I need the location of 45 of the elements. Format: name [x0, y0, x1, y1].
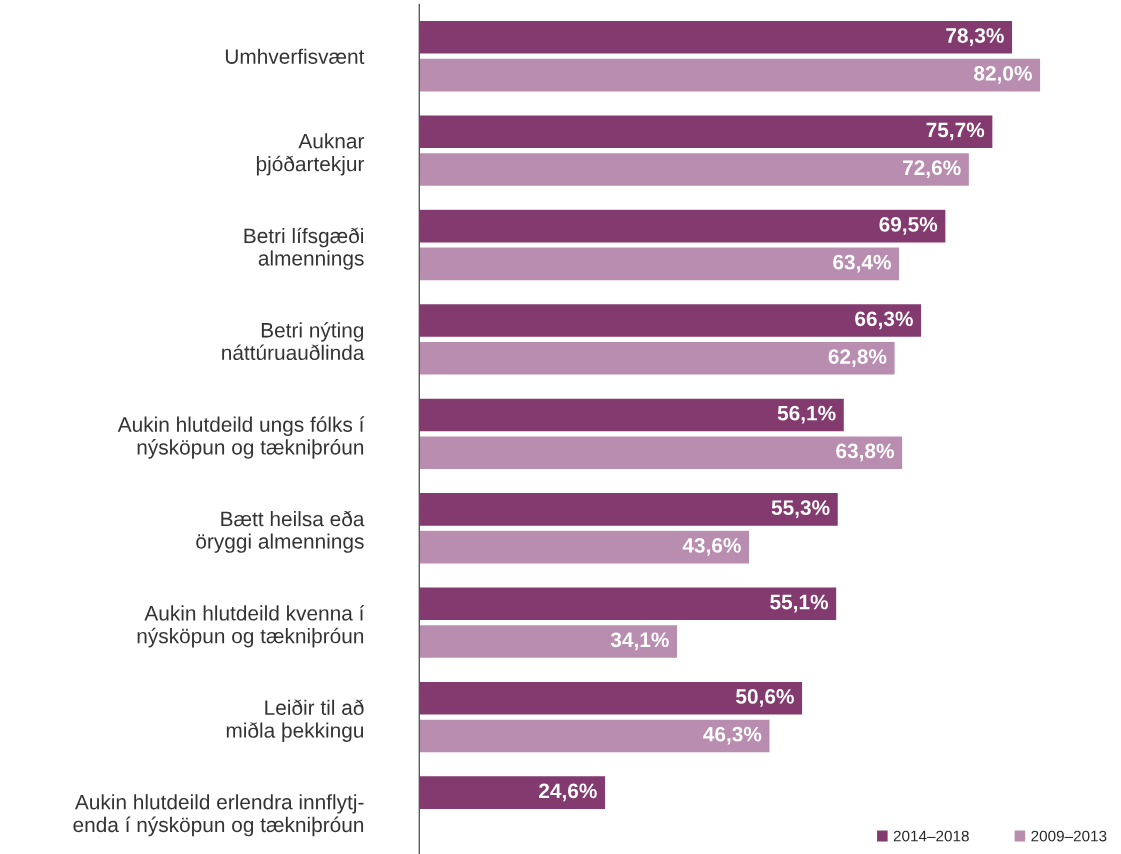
bar	[419, 397, 846, 433]
y-tick-label: Bætt heilsa eða öryggi almennings	[196, 510, 365, 553]
data-label: 72,6%	[903, 160, 961, 179]
y-tick-label: Umhverfisvænt	[225, 48, 365, 64]
bar	[419, 774, 607, 811]
bar	[419, 435, 904, 471]
data-label: 82,0%	[974, 65, 1032, 84]
bar	[419, 19, 1014, 56]
data-label: 55,3%	[771, 500, 830, 518]
bar	[419, 718, 771, 754]
y-tick-label: Aukin hlutdeild kvenna í nýsköpun og tækniþróun	[137, 605, 365, 648]
data-label: 78,3%	[946, 28, 1004, 46]
bar	[419, 114, 994, 150]
data-label: 69,5%	[879, 216, 938, 235]
bar	[419, 151, 971, 188]
y-tick-label: Aukin hlutdeild ungs fólks í nýsköpun og tækniþróun	[117, 416, 365, 459]
legend-label: 2014–2018	[893, 830, 969, 842]
bar	[419, 586, 838, 622]
data-label: 75,7%	[926, 122, 985, 141]
bar	[419, 680, 804, 716]
bar	[419, 529, 751, 565]
data-label: 56,1%	[777, 405, 836, 424]
bar	[419, 623, 679, 660]
y-tick-label: Auknar þjóðartekjur	[256, 133, 365, 176]
data-label: 46,3%	[703, 726, 762, 745]
legend-label: 2009–2013	[1031, 830, 1107, 842]
data-label: 50,6%	[736, 689, 794, 707]
bar	[419, 302, 923, 339]
bar	[419, 340, 896, 377]
data-label: 63,8%	[836, 443, 894, 462]
y-tick-label: Betri nýting náttúruauðlinda	[222, 322, 365, 361]
bar	[419, 57, 1042, 93]
data-label: 62,8%	[828, 349, 887, 367]
data-label: 63,4%	[833, 254, 891, 273]
bar	[419, 246, 901, 282]
bar	[419, 491, 840, 528]
data-label: 66,3%	[855, 311, 913, 330]
bar	[419, 208, 947, 244]
y-tick-label: Aukin hlutdeild erlendra innflytj- enda í nýsköpun og tækniþróun	[73, 794, 364, 837]
data-label: 24,6%	[539, 783, 597, 802]
y-tick-label: Leiðir til að miðla þekkingu	[226, 699, 364, 742]
data-label: 34,1%	[610, 632, 669, 651]
data-label: 43,6%	[682, 537, 741, 556]
y-tick-label: Betri lífsgæði almennings	[244, 227, 364, 270]
data-label: 55,1%	[770, 594, 829, 613]
